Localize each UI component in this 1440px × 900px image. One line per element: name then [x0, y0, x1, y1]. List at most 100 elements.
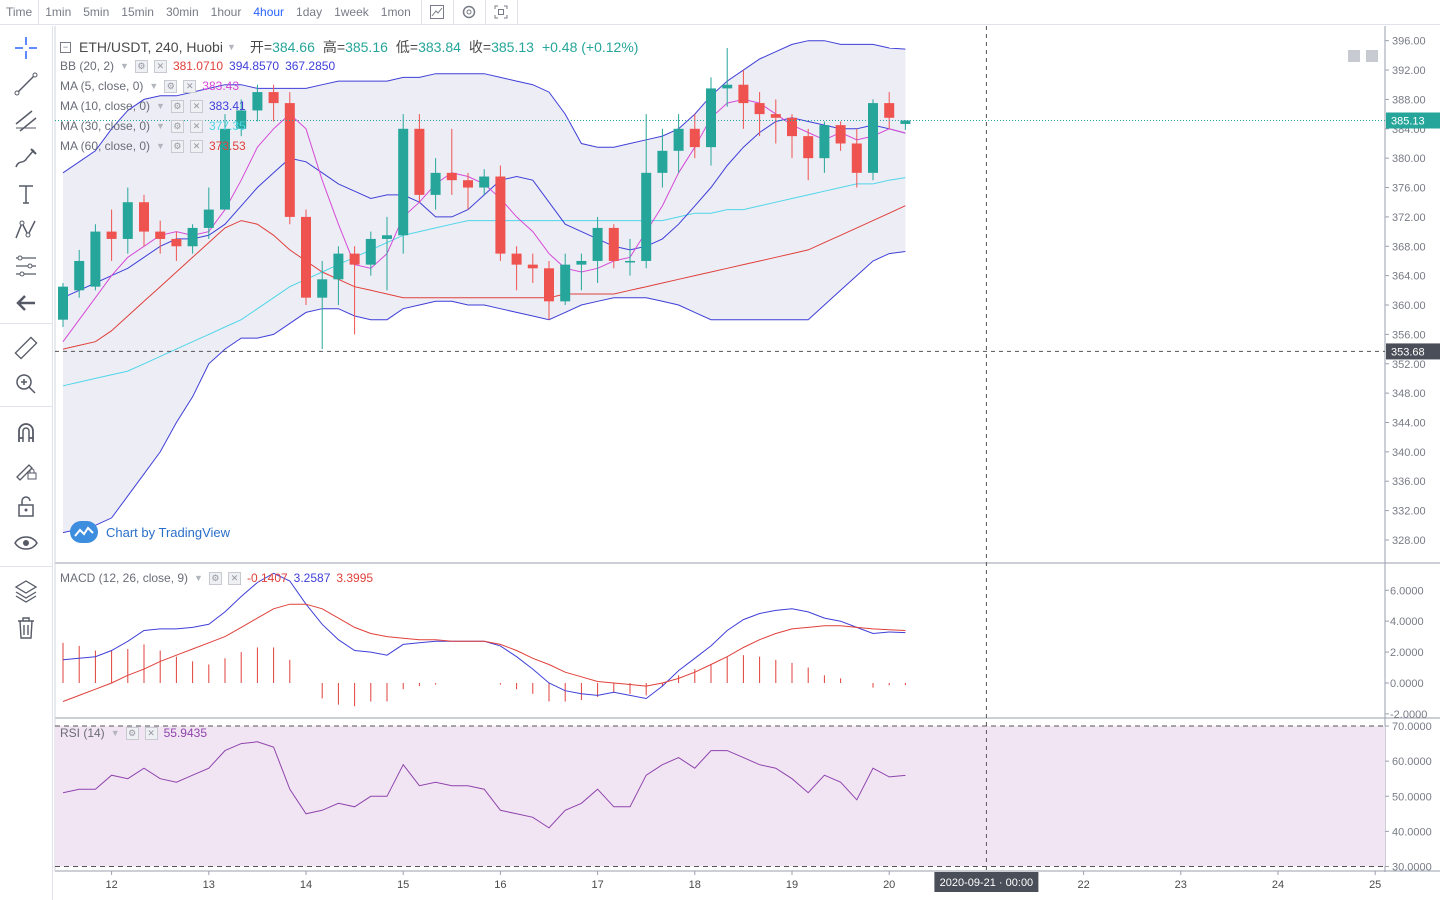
- fib-icon[interactable]: [11, 251, 41, 281]
- macd-line-value: 3.2587: [293, 571, 331, 585]
- close-icon[interactable]: ✕: [153, 59, 167, 73]
- settings-icon[interactable]: [454, 0, 486, 25]
- price-tick-label: 364.00: [1392, 271, 1426, 283]
- candle-body: [738, 84, 749, 104]
- timeframe-1week[interactable]: 1week: [334, 4, 369, 19]
- tradingview-watermark[interactable]: Chart by TradingView: [70, 521, 230, 543]
- high-value: 385.16: [345, 39, 388, 55]
- timeframe-30min[interactable]: 30min: [165, 4, 199, 19]
- timeframe-1min[interactable]: 1min: [45, 4, 72, 19]
- brush-icon[interactable]: [11, 143, 41, 173]
- close-icon[interactable]: ✕: [189, 119, 203, 133]
- text-icon[interactable]: [11, 179, 41, 209]
- close-icon[interactable]: ✕: [189, 99, 203, 113]
- timeframe-5min[interactable]: 5min: [83, 4, 110, 19]
- magnet-icon[interactable]: [11, 418, 41, 448]
- high-label: 高=: [322, 39, 346, 55]
- timeframe-1mon[interactable]: 1mon: [380, 4, 411, 19]
- candle: [90, 224, 101, 291]
- candle: [382, 216, 392, 291]
- back-arrow-icon[interactable]: [11, 288, 41, 318]
- ma30-legend[interactable]: MA (30, close, 0) ▼ ⚙ ✕ 377.35: [60, 119, 246, 133]
- symbol-title[interactable]: ETH/USDT, 240, Huobi: [79, 39, 223, 55]
- crosshair-icon[interactable]: [11, 33, 41, 63]
- ma10-legend[interactable]: MA (10, close, 0) ▼ ⚙ ✕ 383.41: [60, 99, 246, 113]
- timeframe-time[interactable]: Time: [6, 4, 33, 19]
- chevron-down-icon[interactable]: ▼: [149, 81, 159, 91]
- bb-legend[interactable]: BB (20, 2) ▼ ⚙ ✕ 381.0710 394.8570 367.285…: [60, 59, 335, 73]
- pattern-icon[interactable]: [11, 215, 41, 245]
- bb-upper-line: [62, 40, 906, 174]
- candle: [74, 249, 85, 298]
- settings-icon[interactable]: ⚙: [164, 79, 178, 93]
- candle: [544, 260, 554, 320]
- candle: [868, 99, 878, 181]
- candle-body: [106, 231, 117, 239]
- settings-icon[interactable]: ⚙: [170, 99, 184, 113]
- rsi-tick-label: 30.0000: [1392, 861, 1432, 873]
- trend-line-icon[interactable]: [11, 69, 41, 99]
- candle: [511, 246, 522, 291]
- chevron-down-icon[interactable]: ▼: [110, 728, 120, 738]
- timeframe-4hour[interactable]: 4hour: [253, 4, 285, 19]
- eye-icon[interactable]: [11, 528, 41, 558]
- candle: [527, 253, 538, 283]
- price-tick-label: 344.00: [1392, 417, 1426, 429]
- settings-icon[interactable]: ⚙: [208, 571, 222, 585]
- macd-legend[interactable]: MACD (12, 26, close, 9) ▼ ⚙ ✕ -0.1407 3.25…: [60, 571, 373, 585]
- rsi-line: [62, 741, 906, 829]
- macd-tick-label: 0.0000: [1390, 678, 1424, 690]
- candle-body: [252, 92, 263, 111]
- settings-icon[interactable]: ⚙: [125, 726, 139, 740]
- chevron-down-icon[interactable]: ▼: [156, 121, 165, 131]
- close-icon[interactable]: ✕: [227, 571, 241, 585]
- close-icon[interactable]: ✕: [144, 726, 158, 740]
- chevron-down-icon[interactable]: ▼: [156, 101, 165, 111]
- lock-draw-icon[interactable]: [11, 454, 41, 484]
- candle-body: [284, 103, 295, 217]
- bb-lower-line: [62, 251, 906, 534]
- time-tick-label: 22: [1077, 879, 1089, 891]
- settings-icon[interactable]: ⚙: [170, 119, 184, 133]
- candle: [463, 172, 473, 210]
- bb-lower-value: 367.2850: [285, 59, 336, 73]
- ma60-legend[interactable]: MA (60, close, 0) ▼ ⚙ ✕ 373.53: [60, 139, 246, 153]
- ruler-icon[interactable]: [11, 333, 41, 363]
- open-label: 开=: [249, 39, 273, 55]
- rsi-legend[interactable]: RSI (14) ▼ ⚙ ✕ 55.9435: [60, 726, 207, 740]
- legend-collapse-icon[interactable]: −: [60, 41, 71, 53]
- chevron-down-icon[interactable]: ▼: [120, 61, 129, 71]
- close-icon[interactable]: ✕: [189, 139, 203, 153]
- candle-body: [268, 92, 279, 104]
- chevron-down-icon[interactable]: ▼: [194, 573, 203, 583]
- close-icon[interactable]: ✕: [183, 79, 197, 93]
- candle: [155, 220, 166, 254]
- candle-body: [657, 150, 668, 173]
- ma5-legend[interactable]: MA (5, close, 0) ▼ ⚙ ✕ 383.43: [60, 79, 239, 93]
- chart-style-icon[interactable]: [422, 0, 454, 25]
- settings-icon[interactable]: ⚙: [134, 59, 148, 73]
- timeframe-15min[interactable]: 15min: [121, 4, 154, 19]
- timeframe-1hour[interactable]: 1hour: [210, 4, 242, 19]
- settings-icon[interactable]: ⚙: [170, 139, 184, 153]
- lock-icon[interactable]: [11, 491, 41, 521]
- candle-body: [544, 268, 554, 302]
- zoom-in-icon[interactable]: [11, 369, 41, 399]
- candle-body: [155, 231, 166, 239]
- candle: [122, 187, 133, 254]
- candle-body: [803, 136, 814, 159]
- layers-icon[interactable]: [11, 576, 41, 606]
- fullscreen-icon[interactable]: [486, 0, 518, 25]
- pane-close-icon: [1366, 50, 1378, 62]
- chevron-down-icon[interactable]: ▼: [156, 141, 165, 151]
- price-tick-label: 340.00: [1392, 447, 1426, 459]
- candle: [414, 114, 425, 203]
- price-tick-label: 392.00: [1392, 65, 1426, 77]
- candle: [592, 216, 603, 283]
- chevron-down-icon[interactable]: ▼: [226, 42, 236, 52]
- timeframe-1day[interactable]: 1day: [296, 4, 323, 19]
- trash-icon[interactable]: [11, 613, 41, 643]
- parallel-lines-icon[interactable]: [11, 106, 41, 136]
- candle-body: [187, 227, 198, 247]
